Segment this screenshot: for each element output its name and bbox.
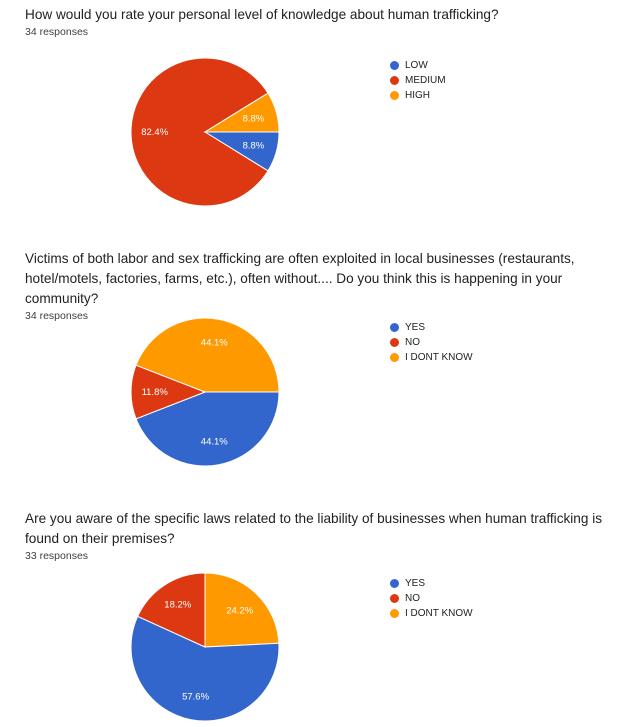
slice-label: 44.1% [201, 338, 228, 349]
pie-slice-no [136, 572, 206, 648]
slice-label: 24.2% [226, 606, 253, 617]
response-count: 34 responses [25, 310, 89, 322]
legend-item: I DONT KNOW [390, 350, 473, 365]
question-title: How would you rate your personal level o… [25, 7, 499, 22]
legend-label: I DONT KNOW [405, 608, 473, 619]
legend-label: NO [405, 593, 420, 604]
legend-item: NO [390, 591, 473, 606]
pie-chart-3: 24.2% 57.6% 18.2% [130, 572, 280, 722]
slice-label: 18.2% [164, 600, 191, 611]
slice-label: 8.8% [243, 113, 265, 124]
pie-chart-2: 44.1% 11.8% 44.1% [130, 317, 280, 467]
pie-slice-i-dont-know [135, 317, 280, 393]
legend-swatch [390, 353, 399, 362]
legend-3: YES NO I DONT KNOW [390, 576, 473, 621]
legend-item: MEDIUM [390, 73, 446, 88]
slice-label: 44.1% [201, 436, 228, 447]
legend-item: NO [390, 335, 473, 350]
legend-swatch [390, 609, 399, 618]
legend-swatch [390, 91, 399, 100]
legend-label: I DONT KNOW [405, 352, 473, 363]
slice-label: 57.6% [182, 691, 209, 702]
legend-label: LOW [405, 60, 428, 71]
legend-item: YES [390, 320, 473, 335]
legend-item: LOW [390, 58, 446, 73]
response-count: 33 responses [25, 550, 89, 562]
legend-label: HIGH [405, 90, 430, 101]
legend-item: YES [390, 576, 473, 591]
response-count: 34 responses [25, 26, 89, 38]
legend-2: YES NO I DONT KNOW [390, 320, 473, 365]
legend-swatch [390, 323, 399, 332]
legend-label: MEDIUM [405, 75, 446, 86]
question-title: Are you aware of the specific laws relat… [25, 511, 603, 546]
legend-swatch [390, 594, 399, 603]
question-2: Victims of both labor and sex traffickin… [25, 249, 620, 322]
pie-slice-yes [135, 391, 280, 467]
pie-slice-i-dont-know [204, 572, 280, 648]
legend-item: HIGH [390, 88, 446, 103]
slice-label: 8.8% [243, 141, 265, 152]
legend-label: YES [405, 322, 426, 333]
legend-label: NO [405, 337, 420, 348]
question-3: Are you aware of the specific laws relat… [25, 509, 620, 562]
slice-label: 82.4% [141, 127, 168, 138]
question-title: Victims of both labor and sex traffickin… [25, 251, 575, 306]
legend-1: LOW MEDIUM HIGH [390, 58, 446, 103]
legend-swatch [390, 579, 399, 588]
slice-label: 11.8% [142, 387, 169, 398]
pie-slice-yes [130, 615, 280, 722]
legend-swatch [390, 76, 399, 85]
pie-slice-high [203, 92, 280, 133]
pie-chart-1: 8.8% 82.4% 8.8% [130, 57, 280, 207]
legend-swatch [390, 61, 399, 70]
legend-swatch [390, 338, 399, 347]
pie-slice-medium [130, 57, 269, 207]
legend-item: I DONT KNOW [390, 606, 473, 621]
legend-label: YES [405, 578, 426, 589]
question-1: How would you rate your personal level o… [25, 5, 620, 38]
